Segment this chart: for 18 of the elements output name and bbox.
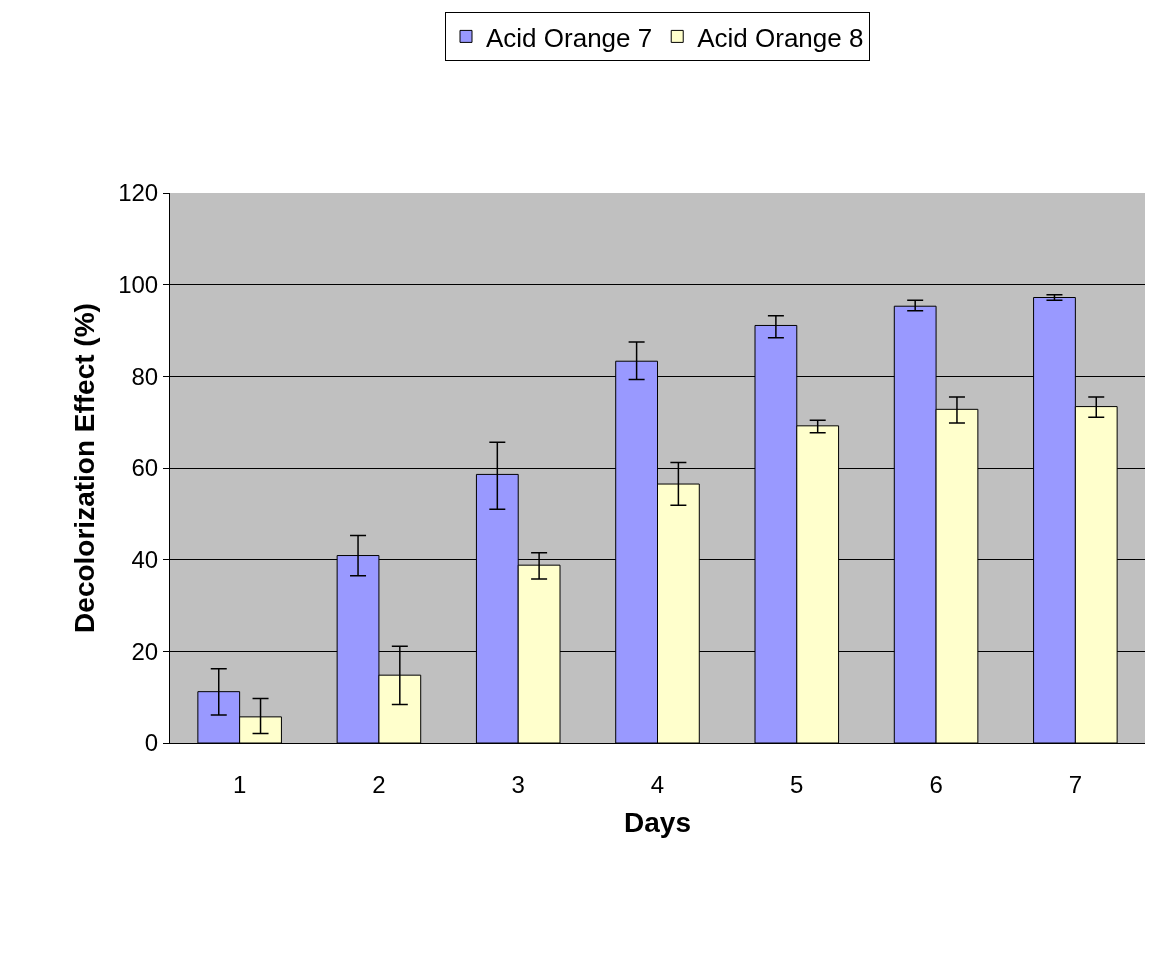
x-tick-label: 6 <box>929 770 943 798</box>
y-tick-label: 100 <box>118 271 159 299</box>
legend-label: Acid Orange 8 <box>697 22 864 53</box>
legend-label: Acid Orange 7 <box>486 22 653 53</box>
x-tick-label: 5 <box>790 770 804 798</box>
x-tick-label: 4 <box>650 770 665 798</box>
y-tick-label: 60 <box>131 454 159 482</box>
x-tick-label: 1 <box>232 770 247 798</box>
y-tick-label: 80 <box>131 362 159 390</box>
y-tick-label: 20 <box>131 637 159 665</box>
y-tick-label: 120 <box>118 179 159 207</box>
y-axis-title: Decolorization Effect (%) <box>68 303 100 633</box>
y-tick-label: 0 <box>144 729 159 757</box>
x-axis-title: Days <box>624 806 691 838</box>
x-tick-label: 3 <box>511 770 525 798</box>
x-tick-label: 7 <box>1068 770 1083 798</box>
y-tick-label: 40 <box>131 546 159 574</box>
x-tick-label: 2 <box>372 770 386 798</box>
